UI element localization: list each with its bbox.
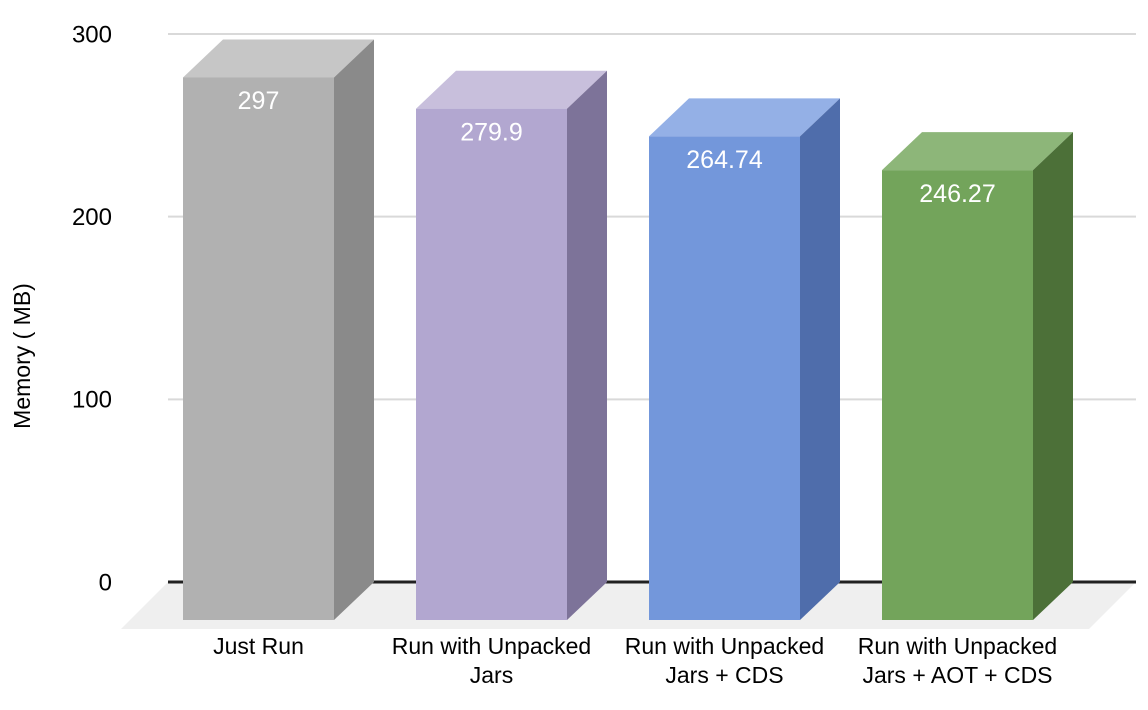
category-label-1: Run with Unpacked Jars <box>392 633 591 688</box>
y-tick-label-300: 300 <box>72 21 112 48</box>
bar-top-face <box>649 98 840 137</box>
bar-side-face <box>334 39 374 621</box>
bar-1: 279.9 <box>416 70 607 621</box>
bar-side-face <box>1033 132 1073 620</box>
y-tick-label-100: 100 <box>72 387 112 414</box>
category-label-line: Jars <box>470 662 513 688</box>
bar-value-label: 264.74 <box>686 146 763 174</box>
category-label-2: Run with Unpacked Jars + CDS <box>625 633 824 688</box>
bar-front-face <box>882 170 1033 620</box>
bar-3: 246.27 <box>882 132 1073 620</box>
bar-top-face <box>183 39 374 78</box>
bar-value-label: 297 <box>238 87 280 115</box>
category-label-line: Run with Unpacked <box>858 633 1057 659</box>
bar-value-label: 279.9 <box>460 118 523 146</box>
y-axis-title: Memory ( MB) <box>9 283 35 429</box>
bar-side-face <box>567 70 607 621</box>
y-tick-label-200: 200 <box>72 204 112 231</box>
bar-front-face <box>183 77 334 621</box>
bar-0: 297 <box>183 39 374 621</box>
category-label-line: Jars + CDS <box>665 662 783 688</box>
y-axis-tick-labels: 0 100 200 300 <box>72 21 112 596</box>
bar-front-face <box>649 136 800 620</box>
bar-side-face <box>800 98 840 621</box>
bar-2: 264.74 <box>649 98 840 621</box>
category-label-3: Run with Unpacked Jars + AOT + CDS <box>858 633 1057 688</box>
bars: 297 279.9 264.74 246.27 <box>183 39 1073 621</box>
category-label-line: Run with Unpacked <box>625 633 824 659</box>
bar-top-face <box>416 70 607 109</box>
category-label-line: Jars + AOT + CDS <box>862 662 1052 688</box>
bar-value-label: 246.27 <box>919 180 995 208</box>
category-label-line: Run with Unpacked <box>392 633 591 659</box>
category-label-0: Just Run <box>213 633 304 659</box>
category-label-line: Just Run <box>213 633 304 659</box>
bar-top-face <box>882 132 1073 171</box>
y-tick-label-0: 0 <box>99 569 112 596</box>
bar-front-face <box>416 108 567 621</box>
